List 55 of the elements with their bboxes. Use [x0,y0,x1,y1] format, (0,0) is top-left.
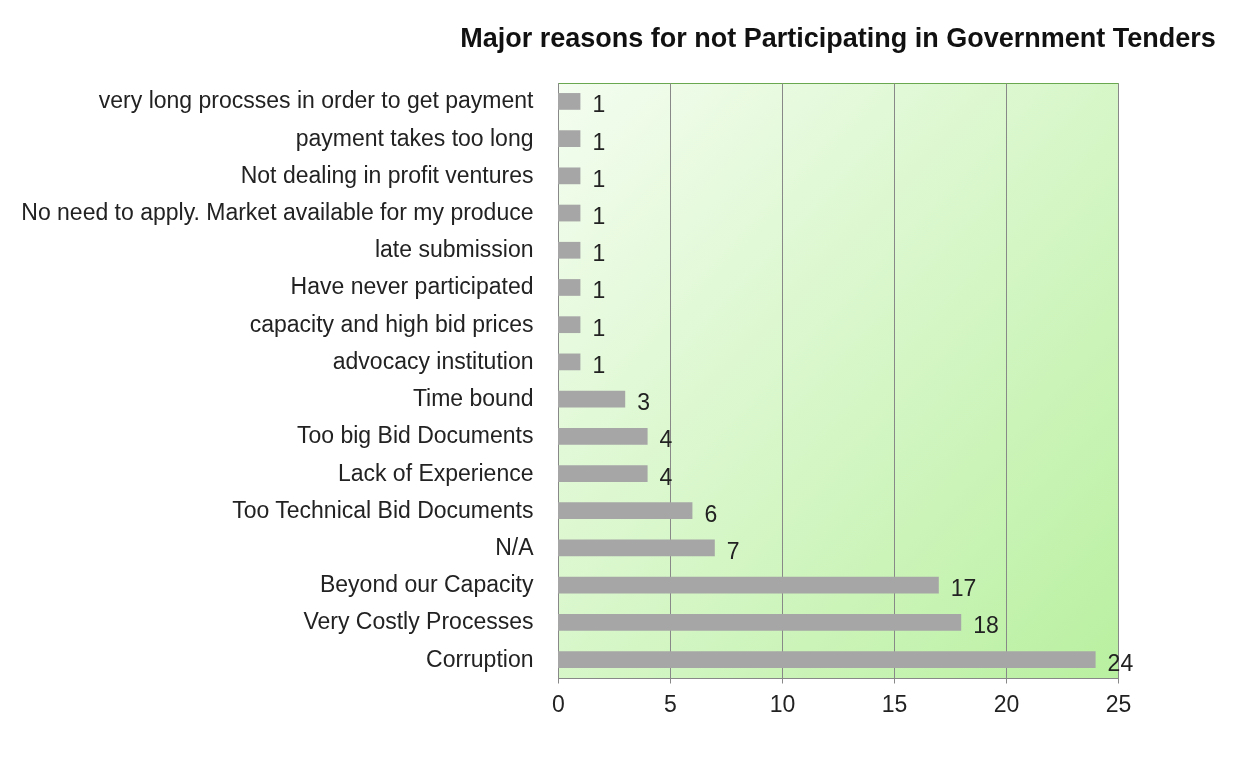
data-label: 4 [659,463,673,490]
bar [558,241,581,259]
bar [558,651,1096,668]
data-label: 1 [592,91,606,118]
bar [558,279,581,296]
data-label: 1 [592,203,606,230]
y-tick-label: N/A [495,533,535,560]
data-label: 3 [637,389,650,416]
y-tick-label: Too Technical Bid Documents [232,496,534,523]
data-label: 1 [592,165,606,192]
bar [558,130,581,147]
y-tick-label: Time bound [412,385,534,412]
y-tick-label: advocacy institution [332,347,534,374]
x-tick-label: 5 [664,690,677,717]
bar [558,427,648,445]
y-tick-label: very long procsses in order to get payment [98,87,535,114]
data-label: 17 [950,575,977,602]
y-tick-label: Beyond our Capacity [319,571,534,598]
data-label: 7 [726,537,740,564]
bar [558,353,581,371]
data-label: 4 [659,426,673,453]
bar [558,465,648,482]
x-tick-label: 10 [769,690,796,717]
bar [558,390,626,408]
bar [558,204,581,222]
bar [558,93,581,110]
bar [558,614,962,631]
y-tick-label: Lack of Experience [337,459,534,486]
data-label: 1 [592,314,606,341]
y-tick-label: Too big Bid Documents [296,422,534,449]
bar [558,167,581,185]
data-label: 1 [592,128,606,155]
x-tick-label: 15 [881,690,908,717]
data-label: 1 [592,240,606,267]
data-label: 24 [1107,649,1134,676]
y-tick-label: No need to apply. Market available for my produce [21,199,534,226]
x-tick-label: 25 [1105,690,1132,717]
x-tick-label: 0 [552,690,565,717]
data-label: 18 [973,612,999,639]
data-label: 1 [592,277,606,304]
y-tick-label: late submission [374,236,534,263]
y-tick-label: Very Costly Processes [303,608,534,635]
bar [558,316,581,334]
x-tick-label: 20 [993,690,1020,717]
bar [558,539,715,557]
y-tick-label: Corruption [426,645,534,672]
data-label: 6 [704,500,718,527]
bar [558,576,939,594]
y-tick-label: Not dealing in profit ventures [240,161,534,188]
y-tick-label: capacity and high bid prices [249,310,534,337]
data-label: 1 [592,351,606,378]
y-tick-label: payment takes too long [295,124,534,151]
chart-title: Major reasons for not Participating in Government Tenders [460,23,1216,53]
bar [558,502,693,520]
y-tick-label: Have never participated [290,273,534,300]
